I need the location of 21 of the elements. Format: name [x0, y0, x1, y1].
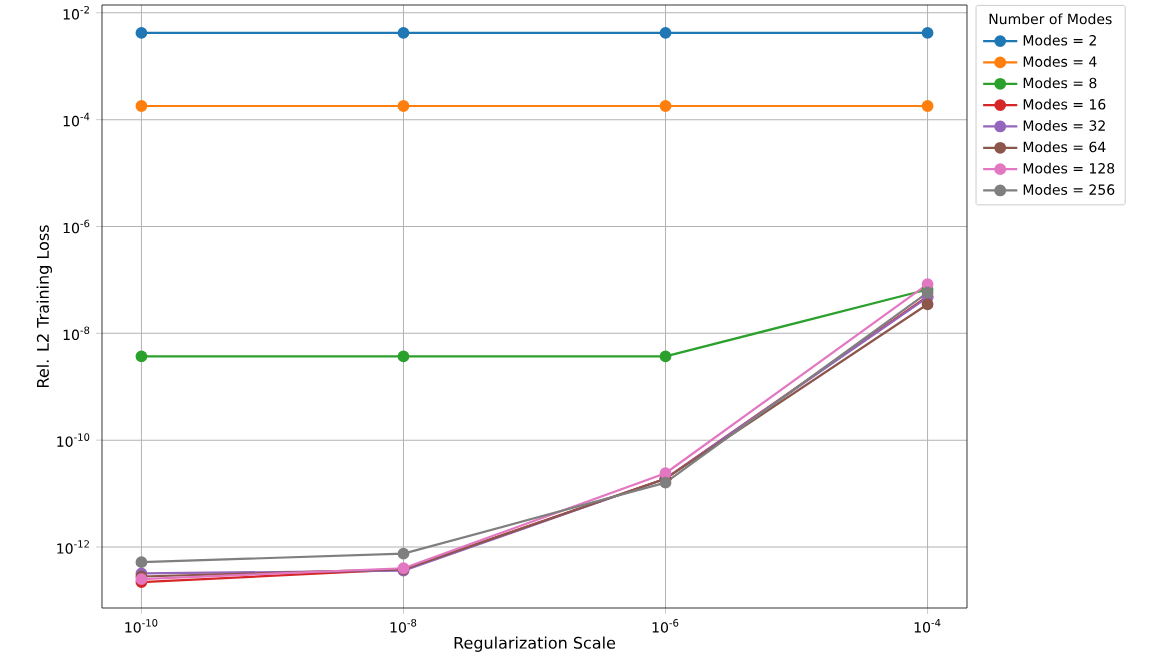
- y-tick-label: 10$^{-6}$: [63, 219, 90, 234]
- x-tick-label: 10$^{-10}$: [125, 619, 158, 633]
- y-tick-label: 10$^{-8}$: [63, 326, 90, 341]
- y-tick-label: 10$^{-2}$: [63, 5, 89, 20]
- x-tick-label: 10$^{-4}$: [914, 619, 941, 633]
- legend-label: Modes = 128: [1023, 162, 1115, 174]
- legend-label: Modes = 32: [1023, 120, 1105, 131]
- legend-label: Modes = 8: [1023, 77, 1097, 89]
- y-tick-label: 10$^{-12}$: [57, 540, 89, 554]
- x-tick-label: 10$^{-8}$: [390, 619, 417, 633]
- legend-label: Modes = 256: [1023, 184, 1115, 195]
- legend-label: Modes = 64: [1023, 141, 1106, 153]
- y-tick-label: 10$^{-10}$: [57, 433, 90, 447]
- legend-label: Modes = 16: [1023, 98, 1106, 110]
- legend-label: Modes = 4: [1023, 56, 1097, 67]
- y-tick-label: 10$^{-4}$: [63, 112, 90, 127]
- x-axis-title: Regularization Scale: [454, 636, 616, 652]
- legend-label: Modes = 2: [1023, 34, 1096, 46]
- x-tick-label: 10$^{-6}$: [652, 619, 679, 633]
- y-axis-title: Rel. L2 Training Loss: [36, 225, 53, 387]
- legend-title: Number of Modes: [989, 13, 1112, 25]
